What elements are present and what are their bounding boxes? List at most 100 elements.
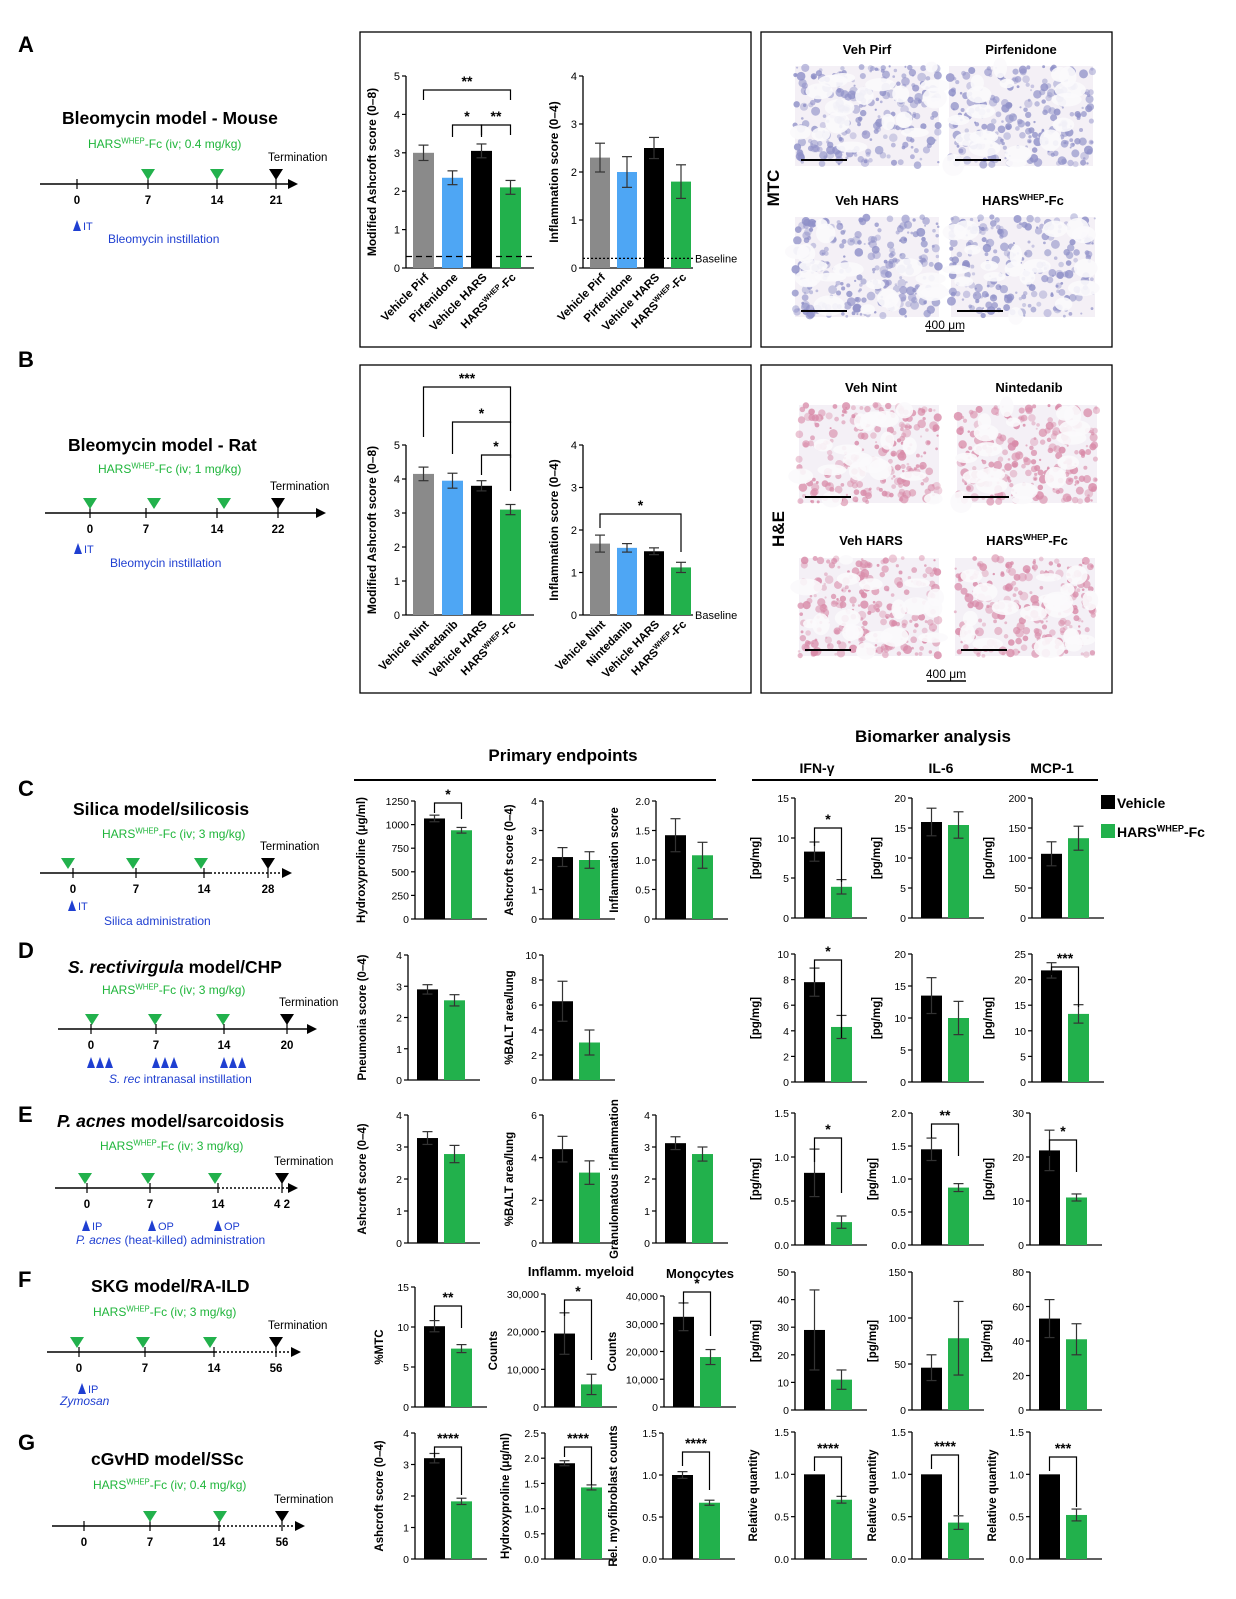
significance-label: * xyxy=(445,786,451,802)
y-tick-label: 0 xyxy=(394,610,400,622)
significance-bracket xyxy=(433,1305,463,1328)
tissue-spot xyxy=(900,423,906,429)
tissue-spot xyxy=(1091,242,1094,245)
image-label: Pirfenidone xyxy=(985,42,1057,57)
panel-title: Bleomycin model - Mouse xyxy=(62,108,278,128)
tissue-spot xyxy=(1034,101,1040,107)
bar xyxy=(471,150,492,268)
tissue-spot xyxy=(874,234,881,241)
tissue-spot xyxy=(981,237,987,243)
alveolus xyxy=(900,127,929,138)
tissue-spot xyxy=(798,78,807,88)
bar xyxy=(671,567,691,615)
tissue-spot xyxy=(984,227,989,232)
tissue-spot xyxy=(1046,92,1053,98)
bar xyxy=(804,982,825,1082)
tissue-spot xyxy=(889,133,898,143)
tissue-spot xyxy=(1062,493,1072,503)
bar xyxy=(451,1348,472,1407)
micrograph-A-3 xyxy=(784,213,951,320)
bar xyxy=(451,1501,472,1559)
tissue-spot xyxy=(802,601,811,610)
tissue-spot xyxy=(1074,450,1079,455)
tissue-spot xyxy=(925,76,931,81)
y-tick-label: 1.0 xyxy=(891,1469,906,1481)
tissue-spot xyxy=(876,563,880,567)
tissue-spot xyxy=(920,482,925,486)
tissue-spot xyxy=(1043,105,1052,114)
tissue-spot xyxy=(960,446,963,449)
tissue-spot xyxy=(984,68,992,77)
tissue-spot xyxy=(796,71,806,81)
tissue-spot xyxy=(888,252,894,258)
tissue-spot xyxy=(1000,572,1005,577)
tissue-spot xyxy=(865,148,872,155)
alveolus xyxy=(983,272,1006,282)
y-tick-label: 0 xyxy=(533,1402,539,1414)
tissue-spot xyxy=(907,96,914,104)
y-tick-label: 0 xyxy=(900,913,906,925)
y-tick-label: 0 xyxy=(652,1402,658,1414)
tissue-spot xyxy=(980,226,985,231)
day-label: 0 xyxy=(87,524,93,536)
y-tick-label: 1.0 xyxy=(524,1504,539,1516)
y-tick-label: 10,000 xyxy=(507,1364,539,1376)
bar xyxy=(948,1522,969,1559)
tissue-spot xyxy=(1069,146,1072,149)
significance-label: *** xyxy=(1055,1440,1072,1456)
y-tick-label: 1 xyxy=(403,1523,409,1535)
tissue-spot xyxy=(1008,568,1016,576)
tissue-spot xyxy=(968,304,973,309)
tissue-spot xyxy=(898,483,903,488)
tissue-spot xyxy=(900,464,906,469)
tissue-spot xyxy=(851,311,856,316)
tissue-spot xyxy=(1064,269,1074,279)
tissue-spot xyxy=(918,555,925,561)
significance-label: * xyxy=(479,405,485,421)
tissue-spot xyxy=(896,81,901,87)
chart-D5: 0 5 10 15 20 25 [pg/mg] *** xyxy=(983,949,1104,1089)
termination-marker-icon xyxy=(261,858,275,869)
tissue-spot xyxy=(877,228,882,233)
y-tick-label: 1 xyxy=(394,225,400,237)
administration-label: Silica administration xyxy=(104,914,211,928)
tissue-spot xyxy=(808,227,814,232)
significance-bracket xyxy=(599,513,682,552)
tissue-spot xyxy=(979,160,988,169)
tissue-spot xyxy=(932,228,936,233)
day-label: 0 xyxy=(70,884,76,896)
dose-marker-icon xyxy=(78,1173,92,1184)
tissue-spot xyxy=(883,285,887,290)
administration-marker-icon xyxy=(105,1057,113,1068)
tissue-spot xyxy=(1073,475,1078,480)
tissue-spot xyxy=(1083,475,1092,484)
y-axis-label: [pg/mg] xyxy=(867,1320,879,1362)
tissue-spot xyxy=(965,484,974,493)
tissue-spot xyxy=(800,556,809,565)
tissue-spot xyxy=(867,252,876,261)
alveolus xyxy=(993,57,1008,79)
tissue-spot xyxy=(963,644,969,650)
tissue-spot xyxy=(859,559,869,569)
significance-label: ** xyxy=(462,73,473,89)
tissue-spot xyxy=(874,425,881,433)
tissue-spot xyxy=(1071,496,1079,504)
tissue-spot xyxy=(913,161,922,170)
alveolus xyxy=(1020,605,1047,621)
tissue-spot xyxy=(1057,156,1067,165)
tissue-spot xyxy=(1012,242,1015,245)
termination-label: Termination xyxy=(270,481,329,493)
y-tick-label: 20 xyxy=(1012,1371,1024,1383)
tissue-spot xyxy=(857,240,862,245)
y-tick-label: 0 xyxy=(396,1075,402,1087)
tissue-spot xyxy=(919,461,927,470)
tissue-spot xyxy=(858,103,863,108)
tissue-spot xyxy=(950,291,956,297)
tissue-spot xyxy=(935,447,939,451)
tissue-spot xyxy=(1056,289,1060,294)
tissue-spot xyxy=(1030,290,1038,298)
tissue-spot xyxy=(986,604,990,609)
tissue-spot xyxy=(1062,625,1068,631)
